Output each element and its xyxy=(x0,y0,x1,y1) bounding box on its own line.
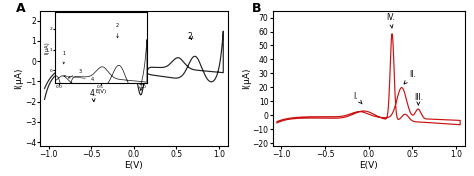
Y-axis label: I(μA): I(μA) xyxy=(15,68,24,89)
X-axis label: E(V): E(V) xyxy=(95,89,106,94)
Y-axis label: I(μA): I(μA) xyxy=(45,41,49,54)
X-axis label: E(V): E(V) xyxy=(125,161,143,170)
Text: 2: 2 xyxy=(116,23,119,38)
Text: A: A xyxy=(16,2,26,15)
Text: III.: III. xyxy=(414,93,423,105)
Text: 4: 4 xyxy=(64,75,94,82)
Text: 3: 3 xyxy=(68,69,81,78)
Text: 4.: 4. xyxy=(90,89,97,102)
X-axis label: E(V): E(V) xyxy=(359,161,378,170)
Text: B: B xyxy=(251,2,261,15)
Text: II.: II. xyxy=(404,70,417,84)
Text: 2.: 2. xyxy=(188,32,195,41)
Text: 1.: 1. xyxy=(136,42,143,54)
Y-axis label: I(μA): I(μA) xyxy=(242,68,251,89)
Text: 1: 1 xyxy=(62,51,65,64)
Text: 3.: 3. xyxy=(138,78,146,90)
Text: I.: I. xyxy=(353,92,362,104)
Text: IV.: IV. xyxy=(386,13,395,28)
